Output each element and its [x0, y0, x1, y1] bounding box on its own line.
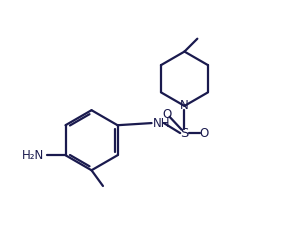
Text: S: S [180, 126, 189, 140]
Text: NH: NH [153, 117, 170, 129]
Text: H₂N: H₂N [22, 149, 44, 162]
Text: O: O [200, 126, 209, 140]
Text: N: N [180, 99, 189, 112]
Text: O: O [163, 108, 172, 121]
